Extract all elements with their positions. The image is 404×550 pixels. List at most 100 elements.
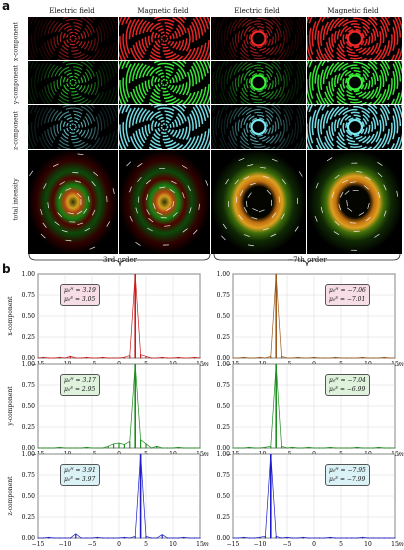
baseline-point: [123, 537, 125, 539]
baseline-point: [259, 537, 261, 539]
baseline-point: [259, 357, 261, 359]
poynting-arrows: [126, 161, 209, 246]
baseline-point: [183, 357, 185, 359]
baseline-point: [107, 447, 109, 449]
order-label-7th: −7th order: [287, 256, 327, 264]
x-tick-label: −10: [59, 541, 72, 548]
baseline-point: [340, 357, 342, 359]
legend-z-3rd: μ₀ᴴ = 3.91 μ₀ᴱ = 3.97: [60, 464, 100, 486]
baseline-point: [302, 357, 304, 359]
baseline-point: [389, 357, 391, 359]
baseline-point: [281, 357, 283, 359]
baseline-point: [161, 537, 163, 539]
baseline-point: [86, 447, 88, 449]
baseline-point: [259, 447, 261, 449]
y-tick-label: 0.75: [217, 292, 231, 299]
baseline-point: [254, 357, 256, 359]
x-tick-label: 10: [169, 541, 177, 548]
y-tick-label: 0.25: [22, 514, 36, 521]
x-tick-label: −10: [254, 541, 267, 548]
baseline-point: [140, 537, 142, 539]
baseline-point: [345, 357, 347, 359]
baseline-point: [42, 537, 45, 539]
baseline-point: [69, 537, 71, 539]
y-tick-label: 1.00: [22, 361, 36, 368]
baseline-point: [48, 537, 50, 539]
baseline-point: [194, 537, 196, 539]
baseline-point: [156, 447, 158, 449]
baseline-point: [177, 537, 179, 539]
legend-line-h: μ₀ᴴ = −7.06: [329, 287, 366, 294]
y-tick-label: 0.00: [22, 535, 36, 542]
field-tile: [119, 61, 210, 104]
baseline-point: [59, 357, 61, 359]
baseline-point: [96, 357, 98, 359]
legend-y-3rd: μ₀ᴴ = 3.17 μ₀ᴱ = 2.95: [60, 374, 100, 396]
baseline-point: [237, 357, 239, 359]
baseline-point: [188, 357, 190, 359]
baseline-point: [140, 357, 142, 359]
baseline-point: [281, 537, 283, 539]
baseline-point: [80, 537, 82, 539]
legend-line-e: μ₀ᴱ = 2.95: [64, 386, 96, 393]
field-tile: [28, 105, 118, 149]
baseline-point: [324, 447, 326, 449]
baseline-point: [91, 537, 93, 539]
baseline-point: [150, 447, 152, 449]
baseline-point: [145, 537, 147, 539]
baseline-point: [129, 537, 131, 539]
x-tick-label: 0: [312, 541, 316, 548]
baseline-point: [324, 537, 326, 539]
legend-line-e: μ₀ᴱ = −7.99: [329, 476, 366, 483]
baseline-point: [389, 447, 391, 449]
baseline-point: [167, 537, 169, 539]
baseline-point: [383, 357, 385, 359]
row-label-total: total intensity: [12, 178, 20, 221]
baseline-point: [167, 357, 169, 359]
y-tick-label: 1.00: [217, 361, 231, 368]
baseline-point: [113, 357, 115, 359]
baseline-point: [335, 447, 337, 449]
baseline-point: [367, 447, 369, 449]
baseline-point: [270, 357, 272, 359]
baseline-point: [313, 537, 315, 539]
baseline-point: [86, 537, 88, 539]
baseline-point: [340, 447, 342, 449]
baseline-point: [264, 537, 266, 539]
baseline-point: [113, 537, 115, 539]
y-tick-label: 0.50: [217, 403, 231, 410]
poynting-arrows: [314, 157, 399, 251]
baseline-point: [248, 357, 250, 359]
baseline-point: [372, 357, 374, 359]
baseline-point: [64, 357, 66, 359]
legend-line-e: μ₀ᴱ = −7.01: [329, 296, 366, 303]
baseline-point: [318, 357, 320, 359]
y-tick-label: 0.00: [217, 445, 231, 452]
y-tick-label: 0.00: [22, 445, 36, 452]
baseline-point: [188, 447, 190, 449]
baseline-point: [329, 357, 331, 359]
legend-line-h: μ₀ᴴ = 3.19: [64, 287, 96, 294]
y-tick-label: 1.00: [22, 451, 36, 458]
baseline-point: [183, 537, 185, 539]
baseline-point: [264, 357, 266, 359]
baseline-point: [91, 357, 93, 359]
baseline-point: [356, 447, 358, 449]
y-tick-label: 0.75: [22, 292, 36, 299]
baseline-point: [248, 537, 250, 539]
baseline-point: [367, 537, 369, 539]
field-rings: [119, 105, 210, 149]
field-rings: [307, 61, 402, 104]
baseline-point: [275, 357, 277, 359]
baseline-point: [275, 537, 277, 539]
baseline-point: [42, 357, 45, 359]
baseline-point: [177, 357, 179, 359]
baseline-point: [232, 537, 234, 539]
y-tick-label: 0.25: [217, 424, 231, 431]
baseline-point: [372, 537, 374, 539]
legend-line-e: μ₀ᴱ = 3.97: [64, 476, 96, 483]
panel-a-label: a: [2, 0, 11, 13]
baseline-point: [123, 447, 125, 449]
baseline-point: [335, 357, 337, 359]
